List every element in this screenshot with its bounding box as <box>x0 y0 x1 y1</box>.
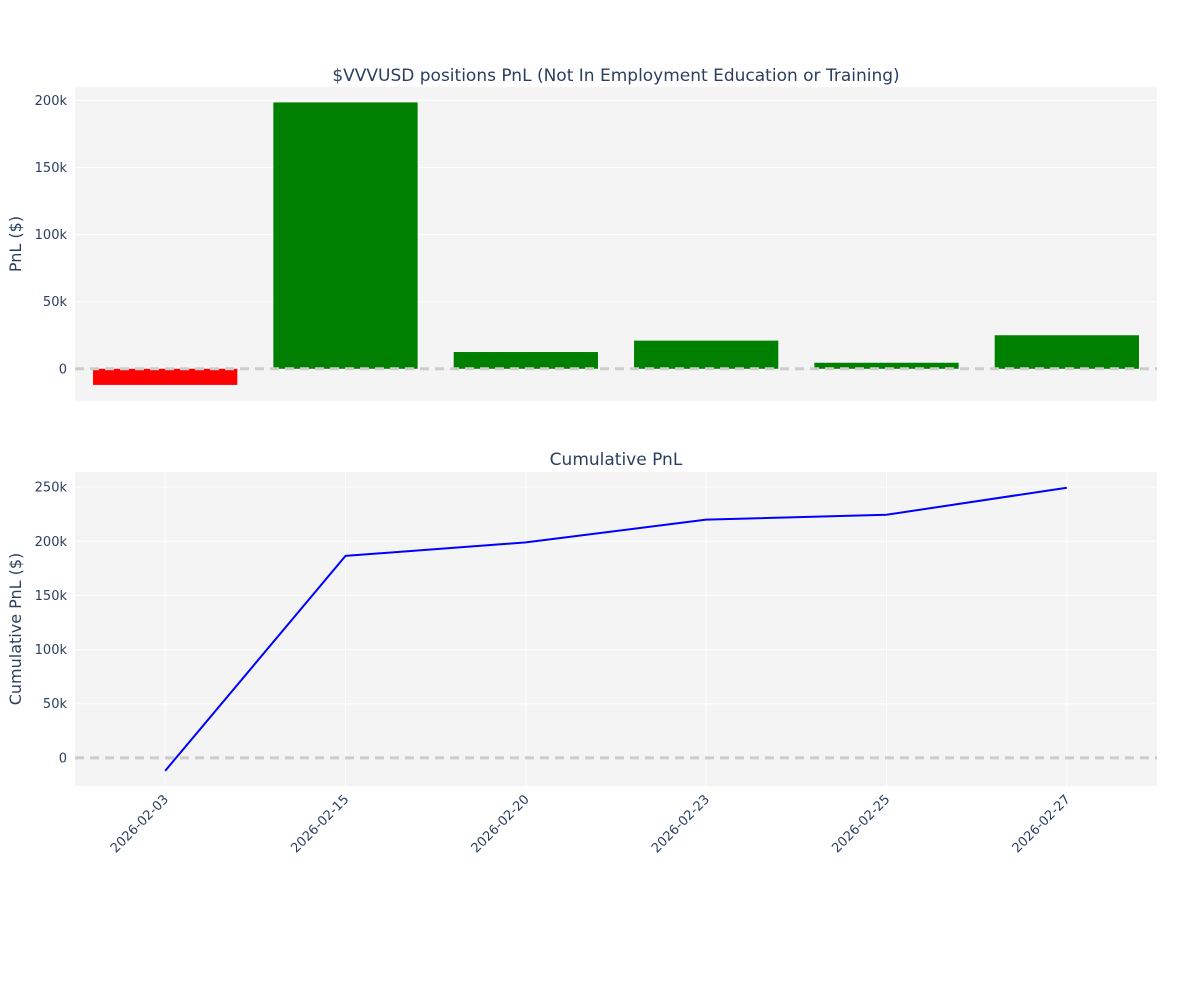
line-y-axis-label: Cumulative PnL ($) <box>6 553 25 706</box>
bar-2026-02-27 <box>994 335 1139 369</box>
x-tick-label: 2026-02-03 <box>108 792 172 856</box>
bar-2026-02-20 <box>453 352 598 369</box>
bar-2026-02-23 <box>634 340 779 369</box>
bar-y-axis-label: PnL ($) <box>6 216 25 272</box>
y-tick-label: 100k <box>35 643 68 658</box>
line-plot-background <box>75 472 1157 786</box>
x-tick-label: 2026-02-15 <box>288 792 352 856</box>
bar-chart-title: $VVVUSD positions PnL (Not In Employment… <box>332 66 899 86</box>
bar-2026-02-25 <box>814 362 959 369</box>
line-y-axis-ticks: 0 50k 100k 150k 200k 250k <box>35 481 68 767</box>
y-tick-label: 150k <box>35 161 68 176</box>
line-chart-title: Cumulative PnL <box>550 450 683 470</box>
y-tick-label: 200k <box>35 94 68 109</box>
bar-2026-02-03 <box>93 368 238 385</box>
bar-series <box>93 102 1139 385</box>
y-tick-label: 50k <box>43 697 68 712</box>
bar-y-axis-ticks: 0 50k 100k 150k 200k <box>35 94 68 377</box>
x-tick-label: 2026-02-27 <box>1010 792 1074 856</box>
y-tick-label: 150k <box>35 589 68 604</box>
y-tick-label: 100k <box>35 228 68 243</box>
x-tick-label: 2026-02-20 <box>469 792 533 856</box>
y-tick-label: 0 <box>59 362 67 377</box>
y-tick-label: 200k <box>35 535 68 550</box>
y-tick-label: 0 <box>59 751 67 766</box>
bar-plot-gridlines <box>75 99 1157 303</box>
bar-2026-02-15 <box>273 102 418 369</box>
bar-plot-background <box>75 87 1157 401</box>
y-tick-label: 250k <box>35 481 68 496</box>
x-tick-label: 2026-02-25 <box>829 792 893 856</box>
cumulative-pnl-line <box>164 486 1067 772</box>
line-x-axis-ticks: 2026-02-03 2026-02-15 2026-02-20 2026-02-23… <box>108 792 1074 856</box>
line-plot-gridlines <box>75 472 1157 786</box>
y-tick-label: 50k <box>43 295 68 310</box>
x-tick-label: 2026-02-23 <box>649 792 713 856</box>
